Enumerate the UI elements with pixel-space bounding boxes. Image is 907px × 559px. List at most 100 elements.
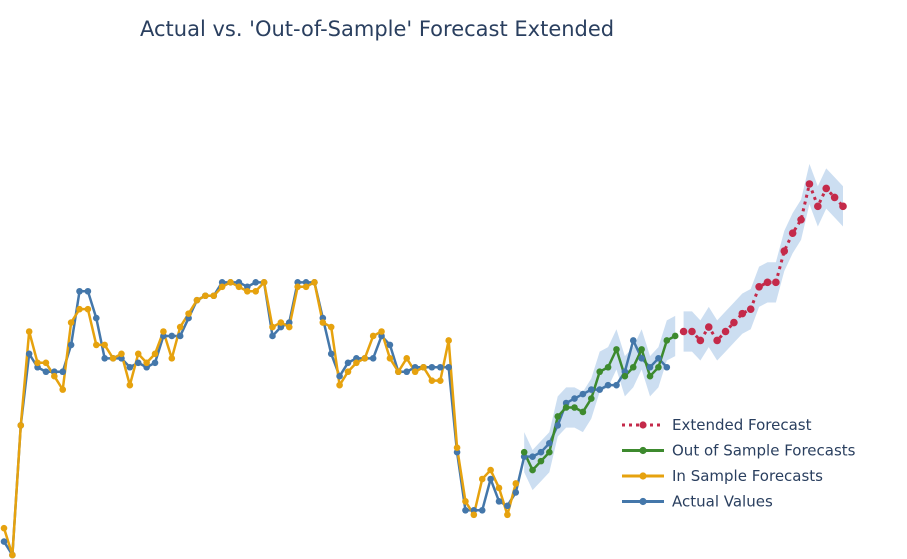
in-sample-forecasts-point[interactable] (76, 305, 83, 313)
in-sample-forecasts-point[interactable] (403, 355, 411, 362)
in-sample-forecasts-point[interactable] (353, 359, 360, 367)
extended-forecast-point[interactable] (805, 180, 814, 188)
in-sample-forecasts-point[interactable] (9, 551, 16, 559)
in-sample-forecasts-point[interactable] (487, 466, 494, 474)
out-of-sample-forecasts-point[interactable] (671, 332, 679, 340)
actual-values-point[interactable] (269, 332, 276, 340)
out-of-sample-forecasts-point[interactable] (646, 372, 654, 380)
out-of-sample-forecasts-point[interactable] (621, 372, 629, 380)
actual-values-point[interactable] (126, 363, 134, 371)
actual-values-point[interactable] (176, 332, 184, 340)
in-sample-forecasts-point[interactable] (269, 323, 276, 331)
in-sample-forecasts-point[interactable] (42, 359, 50, 367)
in-sample-forecasts-point[interactable] (176, 323, 184, 331)
in-sample-forecasts-point[interactable] (0, 524, 8, 532)
in-sample-forecasts-point[interactable] (260, 279, 268, 286)
actual-values-point[interactable] (613, 381, 620, 389)
out-of-sample-forecasts-point[interactable] (629, 363, 637, 371)
actual-values-point[interactable] (386, 341, 394, 349)
actual-values-point[interactable] (529, 453, 536, 460)
in-sample-forecasts-point[interactable] (378, 328, 385, 335)
extended-forecast-point[interactable] (746, 305, 755, 313)
extended-forecast-point[interactable] (814, 202, 822, 211)
in-sample-forecasts-point[interactable] (462, 498, 469, 505)
actual-values-point[interactable] (537, 448, 545, 456)
legend-item-out-of-sample-forecasts[interactable]: Out of Sample Forecasts (622, 442, 856, 460)
in-sample-forecasts-point[interactable] (512, 480, 520, 487)
actual-values-point[interactable] (655, 355, 662, 362)
in-sample-forecasts-point[interactable] (126, 381, 134, 389)
in-sample-forecasts-point[interactable] (386, 355, 394, 362)
out-of-sample-forecasts-point[interactable] (520, 448, 528, 456)
extended-forecast-point[interactable] (788, 229, 797, 237)
in-sample-forecasts-point[interactable] (319, 319, 327, 326)
actual-values-point[interactable] (67, 341, 75, 349)
extended-forecast-point[interactable] (772, 278, 780, 287)
extended-forecast-point[interactable] (839, 202, 847, 211)
out-of-sample-forecasts-point[interactable] (571, 404, 578, 411)
actual-values-point[interactable] (327, 350, 335, 358)
in-sample-forecasts-point[interactable] (151, 350, 159, 358)
extended-forecast-point[interactable] (730, 318, 738, 327)
actual-values-point[interactable] (588, 386, 595, 393)
in-sample-forecasts-point[interactable] (17, 422, 25, 429)
extended-forecast-point[interactable] (688, 327, 696, 336)
actual-values-point[interactable] (428, 363, 436, 371)
in-sample-forecasts-point[interactable] (118, 350, 125, 358)
actual-values-point[interactable] (25, 350, 33, 358)
actual-values-point[interactable] (638, 355, 645, 362)
in-sample-forecasts-point[interactable] (327, 323, 335, 331)
actual-values-point[interactable] (369, 355, 377, 362)
out-of-sample-forecasts-point[interactable] (613, 346, 620, 353)
in-sample-forecasts-point[interactable] (143, 359, 150, 367)
in-sample-forecasts-point[interactable] (336, 381, 343, 389)
in-sample-forecasts-point[interactable] (294, 283, 301, 291)
actual-values-point[interactable] (0, 538, 8, 545)
in-sample-forecasts-point[interactable] (92, 341, 100, 349)
actual-values-point[interactable] (663, 363, 671, 371)
in-sample-forecasts-point[interactable] (445, 337, 452, 344)
legend-item-actual-values[interactable]: Actual Values (622, 493, 773, 511)
in-sample-forecasts-point[interactable] (428, 377, 436, 384)
actual-values-point[interactable] (76, 287, 83, 295)
in-sample-forecasts-point[interactable] (361, 355, 369, 362)
out-of-sample-forecasts-point[interactable] (655, 363, 662, 371)
actual-values-point[interactable] (596, 386, 603, 393)
in-sample-forecasts-point[interactable] (436, 377, 444, 384)
in-sample-forecasts-point[interactable] (453, 444, 461, 452)
in-sample-forecasts-point[interactable] (302, 283, 310, 291)
out-of-sample-forecasts-point[interactable] (663, 337, 671, 344)
out-of-sample-forecasts-point[interactable] (638, 346, 645, 353)
extended-forecast-point[interactable] (763, 278, 772, 287)
actual-values-point[interactable] (478, 507, 486, 514)
in-sample-forecasts-point[interactable] (411, 368, 419, 376)
actual-values-point[interactable] (168, 332, 176, 340)
in-sample-forecasts-point[interactable] (25, 328, 33, 335)
actual-values-point[interactable] (101, 355, 108, 362)
actual-values-point[interactable] (629, 337, 637, 344)
in-sample-forecasts-point[interactable] (101, 341, 108, 349)
out-of-sample-forecasts-point[interactable] (604, 363, 612, 371)
in-sample-forecasts-point[interactable] (193, 296, 201, 304)
actual-values-point[interactable] (604, 381, 612, 389)
out-of-sample-forecasts-point[interactable] (529, 466, 536, 474)
actual-values-point[interactable] (344, 359, 352, 367)
actual-values-point[interactable] (445, 363, 452, 371)
in-sample-forecasts-point[interactable] (285, 323, 293, 331)
in-sample-forecasts-point[interactable] (311, 279, 318, 286)
in-sample-forecasts-point[interactable] (185, 310, 192, 317)
actual-values-point[interactable] (462, 507, 469, 514)
in-sample-forecasts-point[interactable] (470, 511, 478, 519)
in-sample-forecasts-point[interactable] (84, 305, 92, 313)
in-sample-forecasts-point[interactable] (34, 359, 41, 367)
actual-values-point[interactable] (403, 368, 411, 376)
in-sample-forecasts-point[interactable] (235, 283, 243, 291)
actual-values-point[interactable] (134, 359, 142, 367)
in-sample-forecasts-point[interactable] (369, 332, 377, 340)
in-sample-forecasts-point[interactable] (277, 319, 285, 326)
actual-values-point[interactable] (42, 368, 50, 376)
in-sample-forecasts-point[interactable] (67, 319, 75, 326)
extended-forecast-point[interactable] (755, 283, 763, 291)
in-sample-forecasts-point[interactable] (244, 287, 251, 295)
out-of-sample-forecasts-point[interactable] (562, 404, 570, 411)
